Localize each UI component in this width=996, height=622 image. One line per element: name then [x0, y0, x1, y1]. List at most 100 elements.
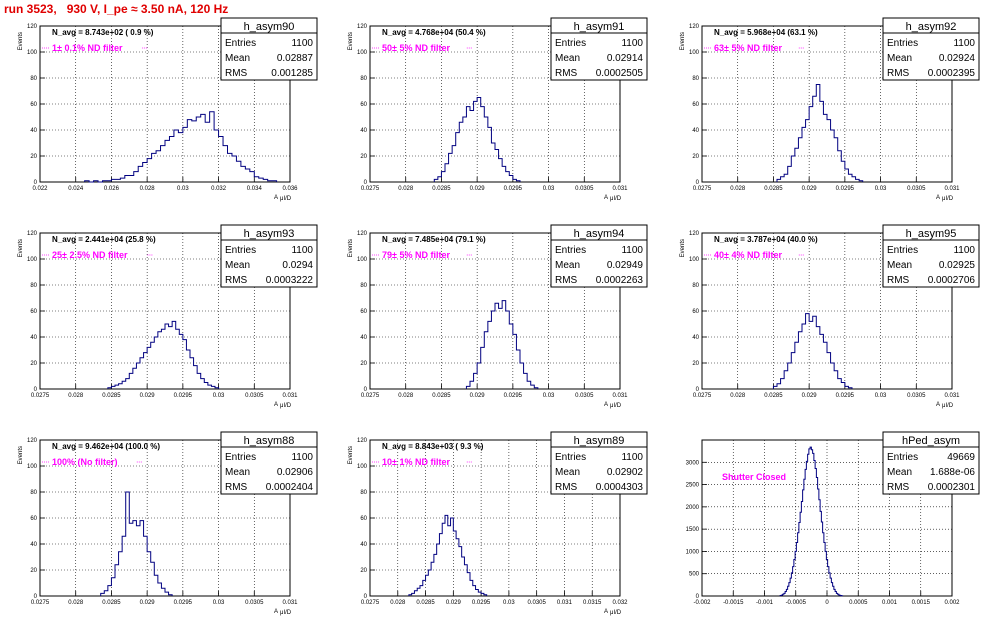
y-tick-label: 40 [30, 335, 37, 341]
x-tick-label: 0.0285 [416, 600, 435, 606]
x-tick-label: 0.036 [282, 186, 298, 192]
plot-frame [39, 232, 291, 390]
panel-h_asym94: 0.0275 0.028 0.0285 0.029 0.0295 0.03 0.0305 0.… [348, 224, 648, 409]
panel-h_asym93: 0.0275 0.028 0.0285 0.029 0.0295 0.03 0.0305 0.… [18, 224, 318, 409]
x-tick-label: 0.031 [944, 186, 960, 192]
x-axis-label: A [274, 609, 278, 615]
stats-value-rms: 0.0004303 [596, 482, 644, 493]
y-tick-label: 0 [364, 387, 368, 393]
y-axis-label: Events [680, 239, 686, 257]
y-tick-label: 60 [30, 516, 37, 522]
y-tick-label: 40 [360, 128, 367, 134]
x-tick-label: 0.032 [211, 186, 227, 192]
plot-frame [701, 232, 953, 390]
stats-label-entries: Entries [887, 452, 918, 463]
x-axis-label: A [936, 195, 940, 201]
stats-name: h_asym92 [906, 21, 957, 33]
x-tick-label: 0.0305 [575, 393, 594, 399]
y-tick-label: 1000 [686, 549, 700, 555]
x-tick-label: 0.0285 [764, 393, 783, 399]
stats-value-entries: 1100 [291, 452, 313, 463]
x-tick-label: 0.029 [140, 393, 156, 399]
stats-value-mean: 0.02902 [607, 467, 644, 478]
x-tick-label: 0.022 [32, 186, 48, 192]
histogram-line-h_asym95 [772, 313, 853, 389]
x-tick-label: 0.034 [247, 186, 263, 192]
stats-value-mean: 0.02887 [277, 53, 314, 64]
y-tick-label: 0 [364, 180, 368, 186]
navg-text: N_avg = 3.787e+04 (40.0 %) [714, 235, 818, 244]
stats-label-rms: RMS [225, 482, 248, 493]
navg-text: N_avg = 4.768e+04 (50.4 %) [382, 28, 486, 37]
navg-text: N_avg = 5.968e+04 (63.1 %) [714, 28, 818, 37]
navg-text: N_avg = 9.462e+04 (100.0 %) [52, 442, 160, 451]
plot-frame [369, 439, 621, 597]
navg-text: N_avg = 2.441e+04 (25.8 %) [52, 235, 156, 244]
x-tick-label: 0.001 [882, 600, 898, 606]
x-tick-label: 0.0005 [849, 600, 868, 606]
filter-text: 40± 4% ND filter [714, 250, 782, 260]
x-tick-label: 0.028 [398, 186, 414, 192]
plot-frame [39, 25, 291, 183]
stats-name: hPed_asym [902, 435, 960, 447]
x-tick-label: -0.0015 [723, 600, 744, 606]
stats-label-mean: Mean [225, 53, 250, 64]
x-tick-label: 0.0305 [245, 393, 264, 399]
x-tick-label: 0.0295 [174, 600, 193, 606]
histogram-line-h_asym92 [776, 84, 864, 182]
stats-label-mean: Mean [225, 260, 250, 271]
stats-box [220, 17, 318, 81]
x-axis-label: A [274, 402, 278, 408]
x-tick-label: 0.0285 [102, 600, 121, 606]
stats-label-entries: Entries [555, 38, 586, 49]
stats-name: h_asym94 [574, 228, 625, 240]
filter-text: 63± 5% ND filter [714, 43, 782, 53]
y-tick-label: 120 [689, 24, 700, 30]
stats-box [550, 224, 648, 288]
x-tick-label: 0.032 [612, 600, 628, 606]
x-tick-label: 0.028 [140, 186, 156, 192]
plot-frame [701, 25, 953, 183]
stats-value-mean: 0.02906 [277, 467, 314, 478]
x-tick-label: 0.029 [140, 600, 156, 606]
histogram-line-h_asym89 [408, 514, 488, 596]
y-tick-label: 40 [360, 335, 367, 341]
stats-label-entries: Entries [887, 245, 918, 256]
y-tick-label: 20 [30, 154, 37, 160]
stats-value-rms: 0.0002301 [928, 482, 976, 493]
stats-value-mean: 0.02924 [939, 53, 976, 64]
stats-name: h_asym88 [244, 435, 295, 447]
y-tick-label: 40 [692, 335, 699, 341]
x-tick-label: 0.028 [730, 186, 746, 192]
x-tick-label: 0.0275 [693, 393, 712, 399]
plot-frame [701, 439, 953, 597]
x-axis-label: A [604, 195, 608, 201]
x-tick-label: 0.031 [944, 393, 960, 399]
filter-text: 1± 0.1% ND filter [52, 43, 123, 53]
stats-label-rms: RMS [887, 482, 910, 493]
x-tick-label: 0.03 [543, 186, 555, 192]
y-tick-label: 0 [34, 387, 38, 393]
stats-value-mean: 1.688e-06 [930, 467, 975, 478]
stats-name: h_asym93 [244, 228, 295, 240]
stats-label-entries: Entries [555, 245, 586, 256]
x-tick-label: 0.0295 [472, 600, 491, 606]
y-tick-label: 60 [30, 102, 37, 108]
stats-label-rms: RMS [225, 275, 248, 286]
stats-value-mean: 0.02949 [607, 260, 644, 271]
x-axis-label-sub: μI/D [942, 196, 954, 202]
y-tick-label: 60 [692, 309, 699, 315]
y-tick-label: 80 [30, 76, 37, 82]
stats-label-mean: Mean [555, 467, 580, 478]
navg-text: N_avg = 8.743e+02 ( 0.9 %) [52, 28, 154, 37]
y-axis-label: Events [348, 446, 354, 464]
x-axis-label: A [274, 195, 278, 201]
histogram-line-h_asym90 [84, 111, 278, 183]
y-tick-label: 60 [360, 102, 367, 108]
y-tick-label: 120 [357, 24, 368, 30]
x-tick-label: 0 [825, 600, 829, 606]
x-tick-label: 0.031 [282, 600, 298, 606]
x-axis-label: A [604, 402, 608, 408]
y-tick-label: 80 [692, 283, 699, 289]
x-tick-label: 0.03 [213, 393, 225, 399]
